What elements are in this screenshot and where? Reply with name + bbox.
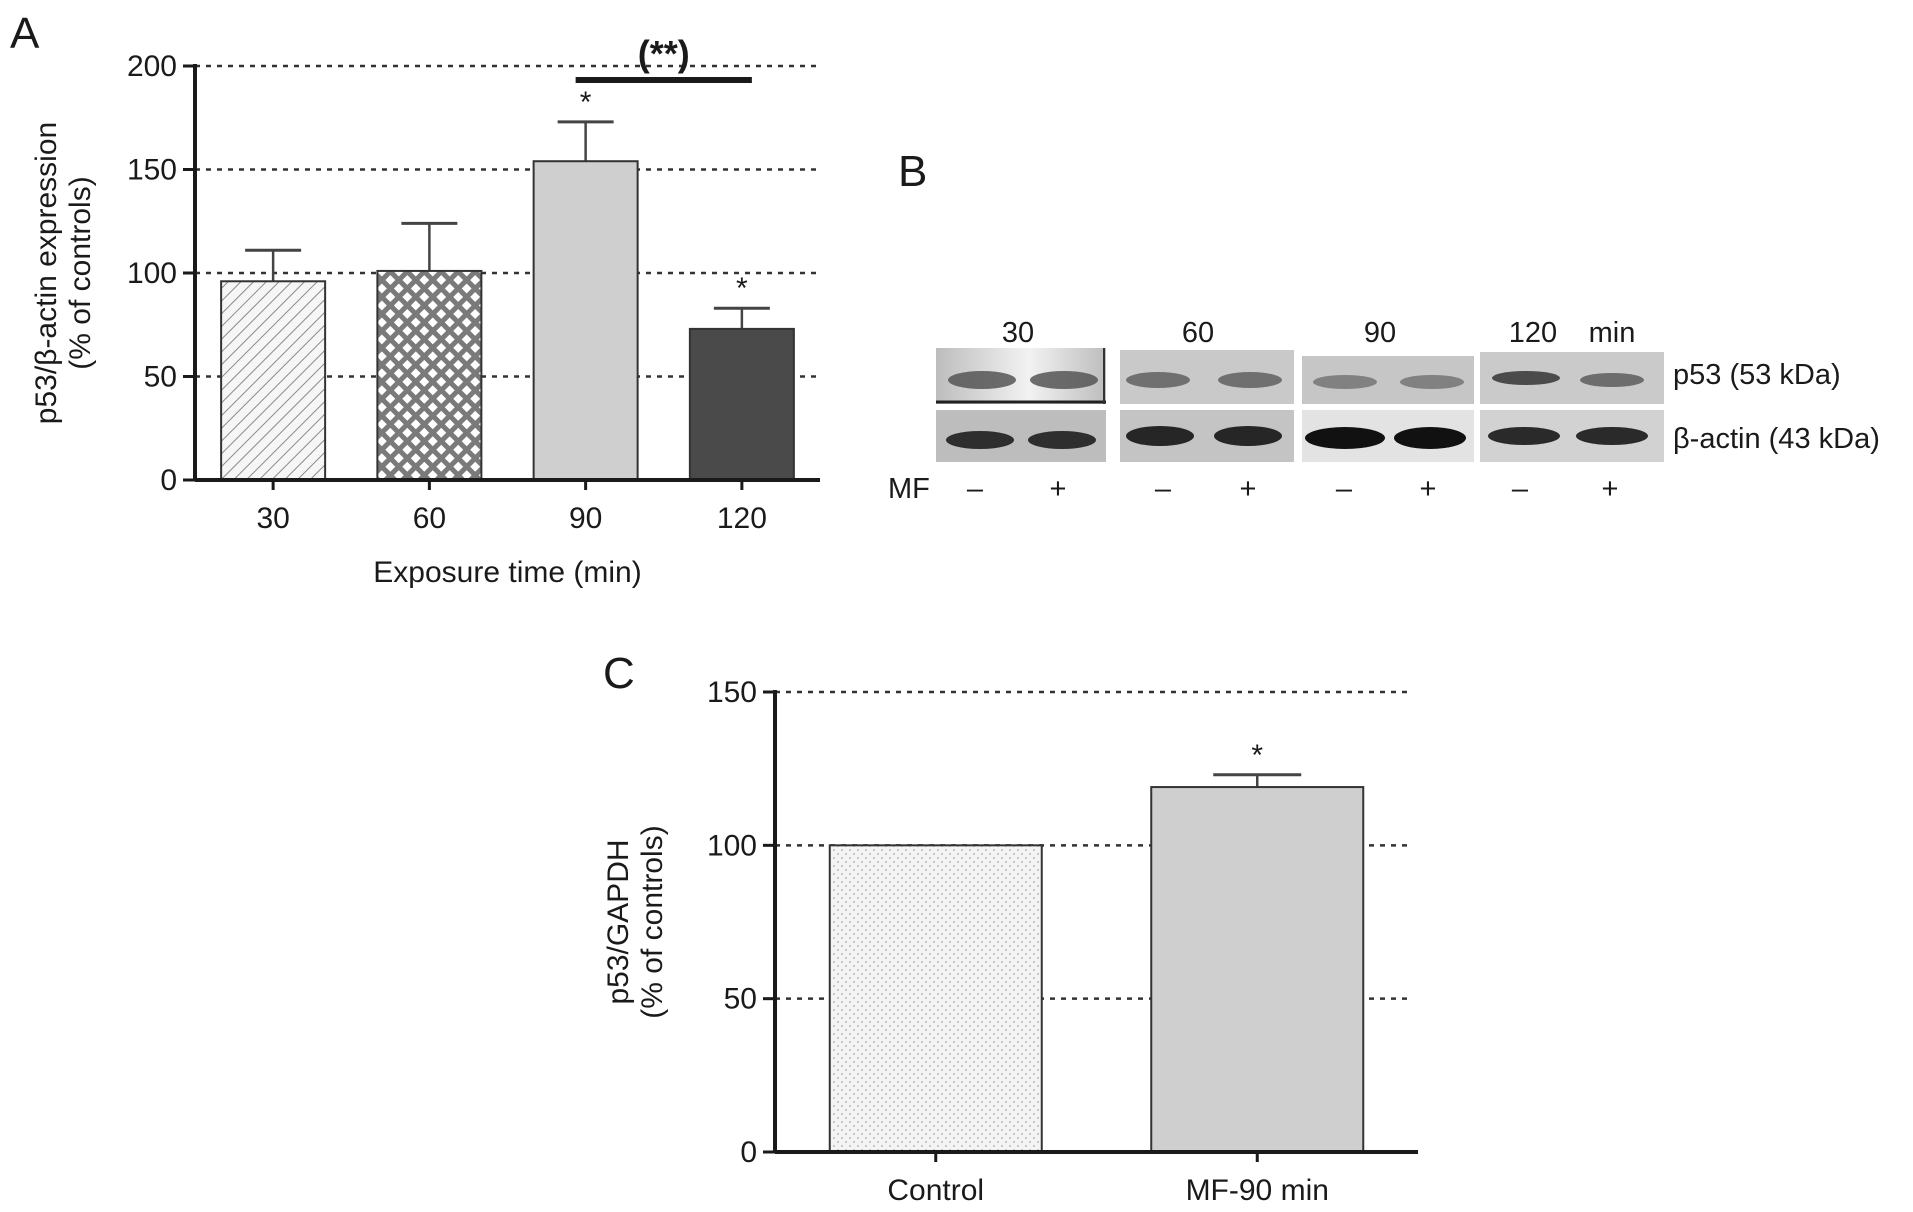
x-tick-label: MF-90 min — [1186, 1174, 1329, 1207]
blot-label-beta-actin: β-actin (43 kDa) — [1673, 423, 1880, 455]
x-tick-label: 60 — [413, 502, 446, 535]
significance-marker: * — [736, 272, 748, 305]
significance-marker: * — [1251, 739, 1263, 772]
blot-lane-sign: – — [1336, 473, 1353, 505]
blot-band — [1576, 427, 1648, 445]
panel-b-letter: B — [898, 147, 927, 196]
y-tick-label: 200 — [127, 50, 177, 83]
chart-c: Control * MF-90 min 0 50 100 150 p53/GAPDH (% of… — [602, 676, 1418, 1207]
y-tick-label: 0 — [160, 464, 177, 497]
blot-time-label-60: 60 — [1182, 317, 1214, 349]
bar-control — [828, 844, 1043, 1153]
blot-band — [1030, 371, 1098, 389]
y-tick-label: 50 — [724, 983, 757, 1016]
blot-band — [948, 371, 1016, 389]
blot-band — [946, 431, 1014, 449]
significance-marker: * — [580, 86, 592, 119]
blot-row-beta-actin: β-actin (43 kDa) — [936, 410, 1880, 462]
y-tick-label: 150 — [127, 154, 177, 187]
bar-30 — [220, 280, 327, 481]
bar-120 — [688, 327, 795, 482]
blot-lane-sign: + — [1240, 473, 1257, 505]
blot-lane-sign: – — [1512, 473, 1529, 505]
blot-unit-label: min — [1589, 317, 1636, 349]
bar-90 — [532, 160, 639, 481]
x-tick-label: 120 — [717, 502, 767, 535]
blot-lane-sign: + — [1420, 473, 1437, 505]
blot-band — [1305, 427, 1385, 449]
blot-time-label-30: 30 — [1002, 317, 1034, 349]
blot-band — [1488, 427, 1560, 445]
blot-band — [1028, 431, 1096, 449]
blot-band — [1218, 372, 1282, 388]
y-tick-label: 100 — [707, 829, 757, 862]
y-axis-label-units: (% of controls) — [64, 176, 97, 369]
blot-band — [1580, 373, 1644, 387]
blot-band — [1126, 426, 1194, 446]
blot-lane-sign: + — [1050, 473, 1067, 505]
panel-b: B 30 60 90 120 min p53 (53 kDa) — [888, 147, 1880, 505]
panel-c: C Control * MF-90 min 0 50 100 150 p53/GAPDH (% … — [602, 649, 1418, 1207]
blot-lane-sign: – — [1155, 473, 1172, 505]
x-axis-label: Exposure time (min) — [373, 556, 641, 589]
panel-a: A 30 60 * 90 * 120 0 50 100 150 200 Exposure time (… — [10, 9, 822, 589]
blot-band — [1214, 426, 1282, 446]
bar-mf-90-min — [1150, 786, 1365, 1153]
significance-bracket-label: (**) — [638, 33, 690, 74]
y-tick-label: 100 — [127, 257, 177, 290]
y-tick-label: 50 — [144, 361, 177, 394]
chart-a: 30 60 * 90 * 120 0 50 100 150 200 Exposure time (mi… — [30, 33, 822, 589]
blot-band — [1126, 372, 1190, 388]
blot-band — [1313, 375, 1377, 389]
y-axis-label: p53/GAPDH — [602, 839, 635, 1004]
blot-row-p53: p53 (53 kDa) — [936, 348, 1841, 404]
y-axis-label: p53/β-actin expression — [30, 122, 63, 424]
x-tick-label: 30 — [256, 502, 289, 535]
blot-mf-label: MF — [888, 473, 930, 505]
blot-band — [1400, 375, 1464, 389]
bar-60 — [376, 269, 483, 481]
x-tick-label: 90 — [569, 502, 602, 535]
panel-c-letter: C — [603, 649, 635, 698]
blot-time-label-90: 90 — [1364, 317, 1396, 349]
blot-lane-sign: + — [1602, 473, 1619, 505]
y-tick-label: 0 — [740, 1136, 757, 1169]
panel-a-letter: A — [10, 9, 40, 58]
blot-time-label-120: 120 — [1509, 317, 1557, 349]
y-axis-label-units: (% of controls) — [636, 825, 669, 1018]
blot-band — [1492, 371, 1560, 385]
blot-lane-sign: – — [967, 473, 984, 505]
blot-label-p53: p53 (53 kDa) — [1673, 359, 1841, 391]
y-tick-label: 150 — [707, 676, 757, 709]
blot-band — [1394, 427, 1466, 449]
x-tick-label: Control — [887, 1174, 984, 1207]
